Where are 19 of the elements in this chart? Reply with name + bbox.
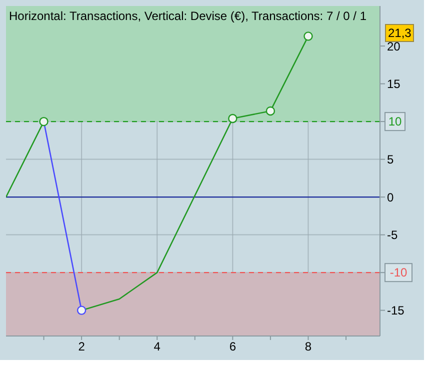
point (266, 106, 276, 116)
y-tick-label: -15 (387, 304, 405, 318)
y-tick-label: 15 (387, 77, 401, 92)
y-tick-label: 5 (387, 152, 394, 167)
x-tick-label: 4 (154, 340, 161, 354)
point (228, 114, 238, 124)
text: 21,3 (385, 24, 414, 42)
x-tick-label: 6 (229, 340, 236, 354)
y-tick-label: 0 (387, 190, 394, 204)
point (39, 116, 48, 126)
y-tick-label: 20 (387, 39, 401, 54)
chart-title: Horizontal: Transactions, Vertical: Devise (€), Transactions: 7 / 0 / 1 (9, 9, 366, 23)
x-tick-label: 2 (78, 340, 86, 354)
point (76, 306, 86, 315)
x-tick-label: 8 (304, 340, 312, 354)
ref-line-label: -10 (390, 266, 408, 280)
point (304, 32, 313, 41)
y-tick-label: -5 (387, 228, 398, 242)
ref-line-label: 10 (388, 114, 402, 129)
